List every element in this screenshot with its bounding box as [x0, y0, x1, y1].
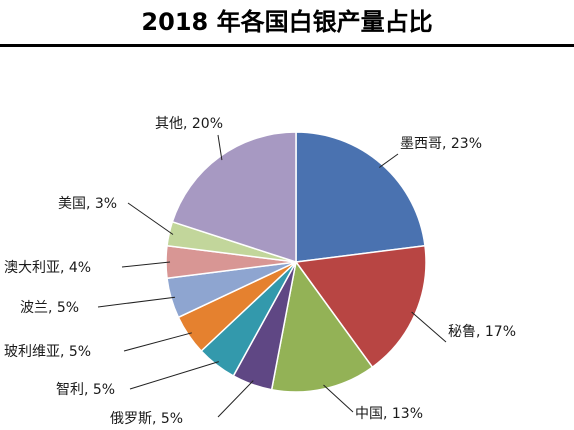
leader-line-0: [379, 153, 399, 168]
slice-label-0: 墨西哥, 23%: [400, 136, 482, 152]
leader-line-5: [123, 332, 192, 352]
leader-line-3: [217, 380, 254, 418]
slice-label-3: 俄罗斯, 5%: [110, 411, 183, 427]
leader-line-8: [127, 202, 174, 235]
leader-line-2: [323, 384, 354, 413]
chart-title: 2018 年各国白银产量占比: [141, 8, 433, 36]
leader-line-4: [129, 361, 219, 390]
leader-line-7: [121, 261, 171, 268]
leader-line-9: [217, 134, 223, 161]
pie-slice-0: [295, 131, 426, 263]
leader-line-6: [97, 296, 176, 308]
slice-label-1: 秘鲁, 17%: [448, 324, 516, 340]
slice-label-8: 美国, 3%: [58, 196, 117, 212]
slice-label-4: 智利, 5%: [56, 382, 115, 398]
pie-slice-1: [294, 244, 427, 369]
slice-label-6: 波兰, 5%: [20, 300, 79, 316]
slice-label-9: 其他, 20%: [155, 116, 223, 132]
pie-slice-9: [171, 131, 297, 264]
slice-label-7: 澳大利亚, 4%: [4, 260, 91, 276]
slice-label-2: 中国, 13%: [355, 406, 423, 422]
pie-slice-2: [270, 260, 374, 393]
leader-line-1: [411, 311, 447, 343]
slice-label-5: 玻利维亚, 5%: [4, 344, 91, 360]
title-underline: [0, 44, 574, 47]
